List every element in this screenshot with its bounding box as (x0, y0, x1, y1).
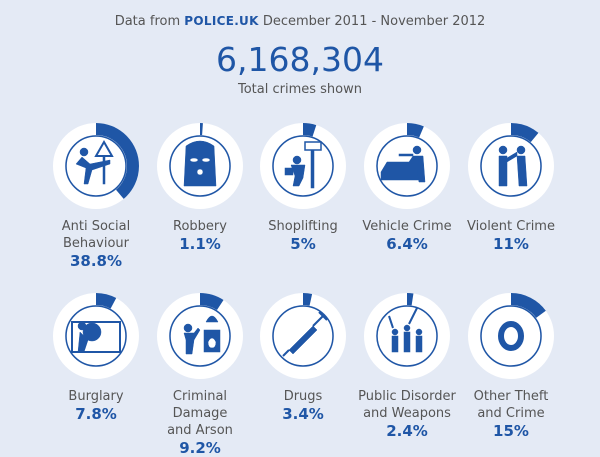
gauge (468, 293, 554, 379)
crime-item: Vehicle Crime 6.4% (352, 118, 462, 253)
label-line2: and Crime (477, 406, 545, 421)
icon-circle (169, 305, 231, 367)
crime-label: Robbery (145, 218, 255, 235)
kicking-person-icon (75, 139, 114, 185)
crime-item: Criminal Damage and Arson 9.2% (145, 288, 255, 457)
burglar-icon (71, 321, 121, 353)
gauge-fill (157, 123, 243, 209)
gauge-fill (157, 293, 243, 379)
crime-item: Shoplifting 5% (248, 118, 358, 253)
crime-percent: 15% (493, 422, 529, 440)
crime-label: Criminal Damage and Arson (145, 388, 255, 439)
total-label: Total crimes shown (237, 82, 362, 97)
gauge-fill (260, 123, 346, 209)
label-line1: Criminal Damage (172, 389, 228, 421)
data-source: Data from POLICE.UK December 2011 - Nove… (0, 14, 600, 29)
icon-circle (480, 305, 542, 367)
crime-item: Other Theft and Crime 15% (456, 288, 566, 440)
crime-label: Drugs (248, 388, 358, 405)
crime-item: Anti Social Behaviour 38.8% (41, 118, 151, 270)
gauge (53, 123, 139, 209)
label-line1: Anti Social (61, 219, 131, 234)
crime-percent: 6.4% (386, 235, 428, 253)
fighting-people-icon (498, 145, 528, 187)
label-line2: Behaviour (63, 236, 129, 251)
crime-item: Burglary 7.8% (41, 288, 151, 423)
period: December 2011 - November 2012 (262, 14, 486, 29)
label-line1: Robbery (173, 219, 227, 234)
crime-label: Violent Crime (456, 218, 566, 235)
crime-percent: 2.4% (386, 422, 428, 440)
label-line1: Drugs (283, 389, 323, 404)
gauge (157, 293, 243, 379)
other-crime-icon (498, 321, 524, 351)
gauge-fill (53, 123, 139, 209)
gauge-fill (364, 123, 450, 209)
crime-percent: 38.8% (69, 252, 123, 270)
gauge (468, 123, 554, 209)
gauge-fill (53, 293, 139, 379)
car-break-in-icon (380, 145, 426, 183)
gauge-fill (468, 123, 554, 209)
gauge-fill (468, 293, 554, 379)
gauge (53, 293, 139, 379)
label-line1: Other Theft (473, 389, 549, 404)
label-line1: Burglary (68, 389, 124, 404)
label-line1: Violent Crime (467, 219, 555, 234)
crime-label: Public Disorder and Weapons (352, 388, 462, 422)
balaclava-icon (183, 140, 217, 187)
total-crimes: 6,168,304 (216, 40, 384, 79)
crime-percent: 11% (493, 235, 529, 253)
arson-icon (183, 315, 221, 355)
label-line2: and Weapons (363, 406, 451, 421)
crime-label: Vehicle Crime (352, 218, 462, 235)
crime-label: Anti Social Behaviour (41, 218, 151, 252)
gauge (364, 293, 450, 379)
gauge (260, 123, 346, 209)
gauge (364, 123, 450, 209)
gauge (260, 293, 346, 379)
gauge-fill (364, 293, 450, 379)
icon-circle (480, 135, 542, 197)
source-brand: POLICE.UK (184, 14, 259, 28)
crime-label: Shoplifting (248, 218, 358, 235)
gauge-fill (260, 293, 346, 379)
crime-percent: 7.8% (75, 405, 117, 423)
label-line1: Public Disorder (358, 389, 456, 404)
shoplifter-icon (284, 141, 322, 189)
source-prefix: Data from (114, 14, 181, 29)
syringe-icon (282, 311, 328, 357)
crime-label: Other Theft and Crime (456, 388, 566, 422)
label-line1: Shoplifting (268, 219, 338, 234)
crime-percent: 9.2% (179, 439, 221, 457)
crime-item: Violent Crime 11% (456, 118, 566, 253)
crime-item: Robbery 1.1% (145, 118, 255, 253)
gauge (157, 123, 243, 209)
crime-label: Burglary (41, 388, 151, 405)
crime-item: Public Disorder and Weapons 2.4% (352, 288, 462, 440)
crime-percent: 1.1% (179, 235, 221, 253)
crime-item: Drugs 3.4% (248, 288, 358, 423)
crime-percent: 3.4% (282, 405, 324, 423)
label-line1: Vehicle Crime (362, 219, 452, 234)
weapons-crowd-icon (388, 307, 423, 353)
label-line2: and Arson (167, 423, 233, 438)
crime-percent: 5% (290, 235, 316, 253)
